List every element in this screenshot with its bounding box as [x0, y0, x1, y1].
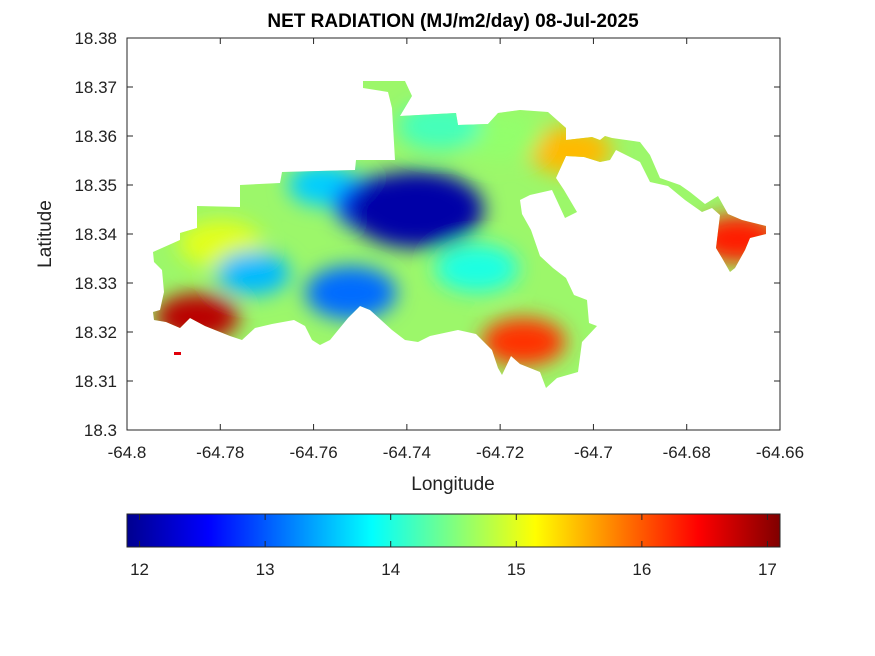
value-region-12 — [348, 170, 484, 249]
x-tick-label: -64.68 — [663, 443, 711, 462]
value-region-6 — [397, 102, 482, 151]
x-tick-label: -64.74 — [383, 443, 431, 462]
islet-marker — [174, 352, 181, 355]
colorbar — [126, 513, 781, 548]
x-tick-label: -64.72 — [476, 443, 524, 462]
y-axis: 18.3 18.31 18.32 18.33 18.34 18.35 18.36 18.37 1… — [74, 29, 780, 440]
y-tick-label: 18.33 — [74, 274, 117, 293]
value-region-9 — [215, 251, 290, 296]
colorbar-ticks: 12 13 14 15 16 17 — [130, 514, 777, 579]
y-tick-label: 18.34 — [74, 225, 117, 244]
y-tick-label: 18.37 — [74, 78, 117, 97]
colorbar-tick-label: 12 — [130, 560, 149, 579]
y-tick-label: 18.32 — [74, 323, 117, 342]
value-region-10 — [305, 266, 397, 320]
x-axis-label: Longitude — [411, 474, 494, 495]
x-tick-label: -64.78 — [196, 443, 244, 462]
x-tick-label: -64.76 — [289, 443, 337, 462]
value-region-0 — [154, 293, 239, 342]
x-tick-label: -64.66 — [756, 443, 804, 462]
x-tick-label: -64.7 — [574, 443, 613, 462]
x-tick-label: -64.8 — [108, 443, 147, 462]
colorbar-tick-label: 13 — [256, 560, 275, 579]
colorbar-tick-label: 15 — [507, 560, 526, 579]
y-tick-label: 18.36 — [74, 127, 117, 146]
colorbar-tick-label: 14 — [381, 560, 400, 579]
y-axis-label: Latitude — [35, 200, 56, 268]
y-tick-label: 18.31 — [74, 372, 117, 391]
x-axis: -64.8 -64.78 -64.76 -64.74 -64.72 -64.7 -64.68… — [108, 38, 804, 462]
y-tick-label: 18.38 — [74, 29, 117, 48]
colorbar-tick-label: 16 — [632, 560, 651, 579]
value-region-2 — [481, 317, 566, 366]
colorbar-tick-label: 17 — [758, 560, 777, 579]
y-tick-label: 18.35 — [74, 176, 117, 195]
y-tick-label: 18.3 — [84, 421, 117, 440]
value-region-1 — [696, 214, 766, 263]
chart-title: NET RADIATION (MJ/m2/day) 08-Jul-2025 — [267, 11, 639, 32]
value-region-7 — [434, 244, 519, 293]
radiation-field — [153, 81, 766, 388]
